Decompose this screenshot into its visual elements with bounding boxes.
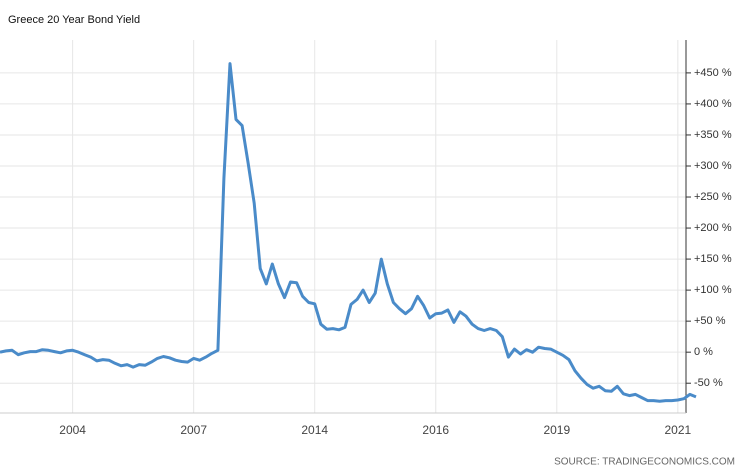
x-tick-label: 2007 — [180, 423, 207, 437]
x-tick-label: 2016 — [422, 423, 449, 437]
x-tick-label: 2019 — [543, 423, 570, 437]
source: SOURCE: TRADINGECONOMICS.COM — [554, 457, 735, 468]
chart-title: Greece 20 Year Bond Yield — [8, 14, 140, 26]
x-tick-label: 2014 — [301, 423, 328, 437]
y-tick-label: +50 % — [694, 315, 726, 327]
y-tick-label: +400 % — [694, 98, 732, 110]
y-tick-label: +350 % — [694, 129, 732, 141]
y-tick-label: +450 % — [694, 67, 732, 79]
y-tick-label: -50 % — [694, 377, 723, 389]
x-tick-label: 2021 — [664, 423, 691, 437]
data-line — [0, 62, 697, 403]
y-tick-label: +150 % — [694, 253, 732, 265]
y-tick-label: 0 % — [694, 346, 713, 358]
y-tick-label: +100 % — [694, 284, 732, 296]
y-tick-label: +300 % — [694, 160, 732, 172]
x-tick-label: 2004 — [59, 423, 86, 437]
y-tick-label: +200 % — [694, 222, 732, 234]
y-tick-label: +250 % — [694, 191, 732, 203]
